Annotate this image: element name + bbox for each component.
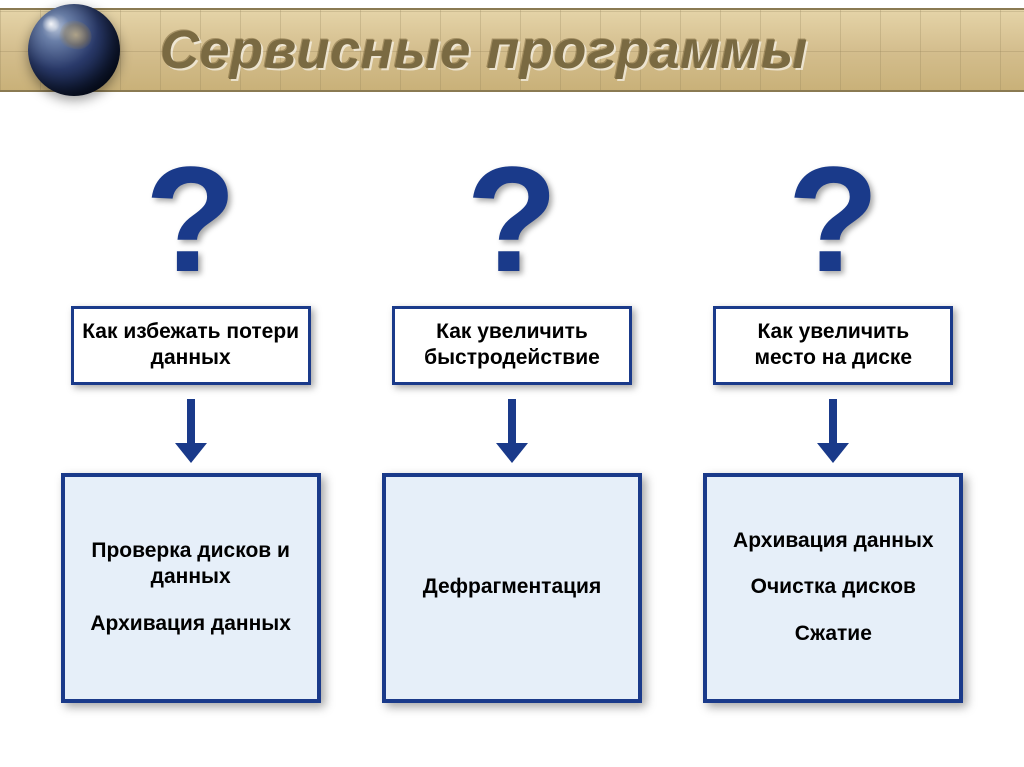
question-box-1: Как избежать потери данных	[71, 306, 311, 385]
page-title: Сервисные программы	[160, 19, 808, 81]
answer-box-3: Архивация данных Очистка дисков Сжатие	[703, 473, 963, 703]
column-1: ? Как избежать потери данных Проверка ди…	[46, 140, 336, 703]
question-mark-icon: ?	[145, 140, 237, 300]
answer-text: Очистка дисков	[751, 574, 916, 600]
question-mark-icon: ?	[466, 140, 558, 300]
question-box-3: Как увеличить место на диске	[713, 306, 953, 385]
answer-text: Архивация данных	[733, 528, 934, 554]
answer-text: Дефрагментация	[423, 574, 601, 600]
columns-container: ? Как избежать потери данных Проверка ди…	[0, 140, 1024, 703]
arrow-down-icon	[817, 399, 849, 463]
answer-box-1: Проверка дисков и данных Архивация данны…	[61, 473, 321, 703]
answer-text: Сжатие	[795, 621, 872, 647]
question-mark-icon: ?	[787, 140, 879, 300]
answer-text: Архивация данных	[90, 611, 291, 637]
question-box-2: Как увеличить быстродействие	[392, 306, 632, 385]
column-2: ? Как увеличить быстродействие Дефрагмен…	[367, 140, 657, 703]
globe-icon	[28, 4, 120, 96]
header: Сервисные программы	[0, 0, 1024, 100]
arrow-down-icon	[496, 399, 528, 463]
answer-text: Проверка дисков и данных	[75, 538, 307, 591]
arrow-down-icon	[175, 399, 207, 463]
answer-box-2: Дефрагментация	[382, 473, 642, 703]
column-3: ? Как увеличить место на диске Архивация…	[688, 140, 978, 703]
